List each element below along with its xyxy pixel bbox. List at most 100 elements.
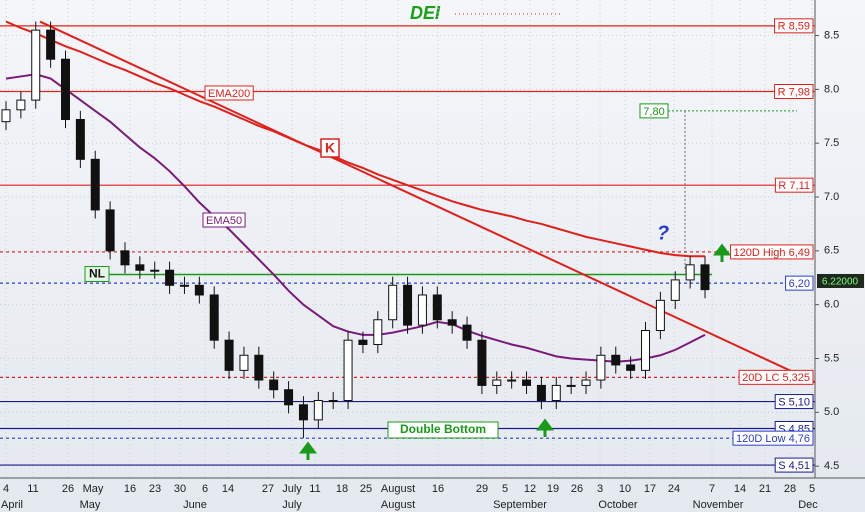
x-tick-label: 14 — [222, 483, 234, 495]
level-box — [774, 18, 814, 34]
candle-body — [447, 319, 457, 326]
x-tick-label: 5 — [502, 483, 508, 495]
x-tick-label: 11 — [27, 483, 38, 495]
candle-body — [298, 404, 308, 421]
labels: 4.5 5.0 5.5 6.0 6.5 7.0 7.5 8.0 8.5 4 11 26 May 16 23 3… — [1, 18, 864, 511]
level-label: 6,20 — [789, 278, 810, 290]
x-tick-label: 14 — [734, 483, 746, 495]
target-label: 7,80 — [643, 106, 664, 118]
candle-body — [566, 384, 576, 387]
candle-body — [358, 339, 368, 346]
x-tick-label: 3 — [597, 483, 603, 495]
level-label: 120D Low 4,76 — [736, 433, 810, 445]
candle-body — [75, 119, 85, 160]
candle-body — [492, 379, 502, 386]
candle-body — [626, 364, 636, 371]
trendline — [39, 20, 816, 384]
x-tick-label: May — [83, 483, 104, 495]
indicator-label: EMA200 — [208, 88, 250, 100]
level-label: 120D High 6,49 — [734, 247, 810, 259]
trendline-label: K — [325, 140, 335, 156]
candle-body — [581, 379, 591, 386]
candle-body — [16, 99, 26, 111]
lines — [5, 20, 816, 384]
level-box — [738, 369, 814, 385]
y-tick-label: 5.5 — [824, 352, 839, 364]
month-label: July — [282, 499, 302, 511]
month-label: April — [1, 499, 23, 511]
y-tick-label: 4.5 — [824, 460, 839, 472]
candle-body — [536, 384, 546, 401]
candle-body — [31, 29, 41, 101]
candle-body — [224, 339, 234, 371]
y-tick-label: 7.5 — [824, 137, 839, 149]
grid — [0, 0, 819, 478]
candle-body — [417, 294, 427, 326]
candle-body — [209, 294, 219, 341]
candles — [1, 21, 710, 439]
level-box — [774, 177, 814, 193]
candle-body — [313, 399, 323, 421]
level-box — [785, 275, 814, 291]
pattern-label: Double Bottom — [400, 422, 486, 436]
candle-body — [194, 284, 204, 296]
x-tick-label: 27 — [262, 483, 274, 495]
level-label: R 8,59 — [778, 21, 810, 33]
x-tick-label: 25 — [360, 483, 372, 495]
last-price-label: 6.22000 — [822, 277, 859, 288]
candle-body — [462, 324, 472, 341]
target-box — [639, 103, 669, 119]
candle-body — [507, 379, 517, 382]
arrow-up — [713, 243, 731, 262]
x-tick-label: 11 — [309, 483, 320, 495]
question-mark: ? — [657, 222, 669, 244]
candle-body — [611, 354, 621, 366]
x-tick-label: 26 — [571, 483, 583, 495]
y-tick-label: 7.0 — [824, 191, 839, 203]
month-label: June — [183, 499, 207, 511]
candle-body — [596, 354, 606, 381]
candle-body — [432, 294, 442, 321]
candle-body — [551, 384, 561, 401]
trendline-box — [320, 138, 340, 158]
arrow-up — [299, 441, 317, 460]
candle-body — [120, 250, 130, 266]
month-label: November — [693, 499, 744, 511]
x-tick-label: 16 — [124, 483, 136, 495]
candle-body — [150, 269, 160, 272]
month-label: August — [381, 499, 415, 511]
x-tick-label: August — [381, 483, 415, 495]
candle-body — [670, 279, 680, 301]
candle-body — [135, 264, 145, 271]
month-label: Dec — [798, 499, 818, 511]
month-label: October — [598, 499, 637, 511]
level-box — [730, 244, 814, 260]
indicator-line — [5, 20, 705, 258]
candle-body — [641, 330, 651, 371]
x-tick-label: 4 — [3, 483, 9, 495]
candle-body — [343, 339, 353, 401]
arrow-up — [536, 418, 554, 437]
x-tick-label: 10 — [619, 483, 631, 495]
candle-body — [179, 284, 189, 287]
level-box — [774, 457, 814, 473]
candle-body — [522, 379, 532, 386]
candle-body — [655, 299, 665, 332]
x-tick-label: 24 — [668, 483, 680, 495]
candle-body — [685, 264, 695, 281]
levels — [0, 25, 815, 466]
x-tick-label: 12 — [524, 483, 536, 495]
candle-body — [388, 284, 398, 321]
level-label: R 7,98 — [778, 86, 810, 98]
candle-body — [105, 209, 115, 252]
level-box — [774, 394, 814, 410]
neckline-label: NL — [89, 267, 105, 281]
candle-body — [700, 264, 710, 291]
x-tick-label: 30 — [174, 483, 186, 495]
y-tick-label: 8.5 — [824, 29, 839, 41]
candle-body — [254, 354, 264, 381]
indicator-box — [204, 85, 254, 101]
candle-body — [284, 389, 294, 406]
pattern-box — [387, 421, 499, 439]
